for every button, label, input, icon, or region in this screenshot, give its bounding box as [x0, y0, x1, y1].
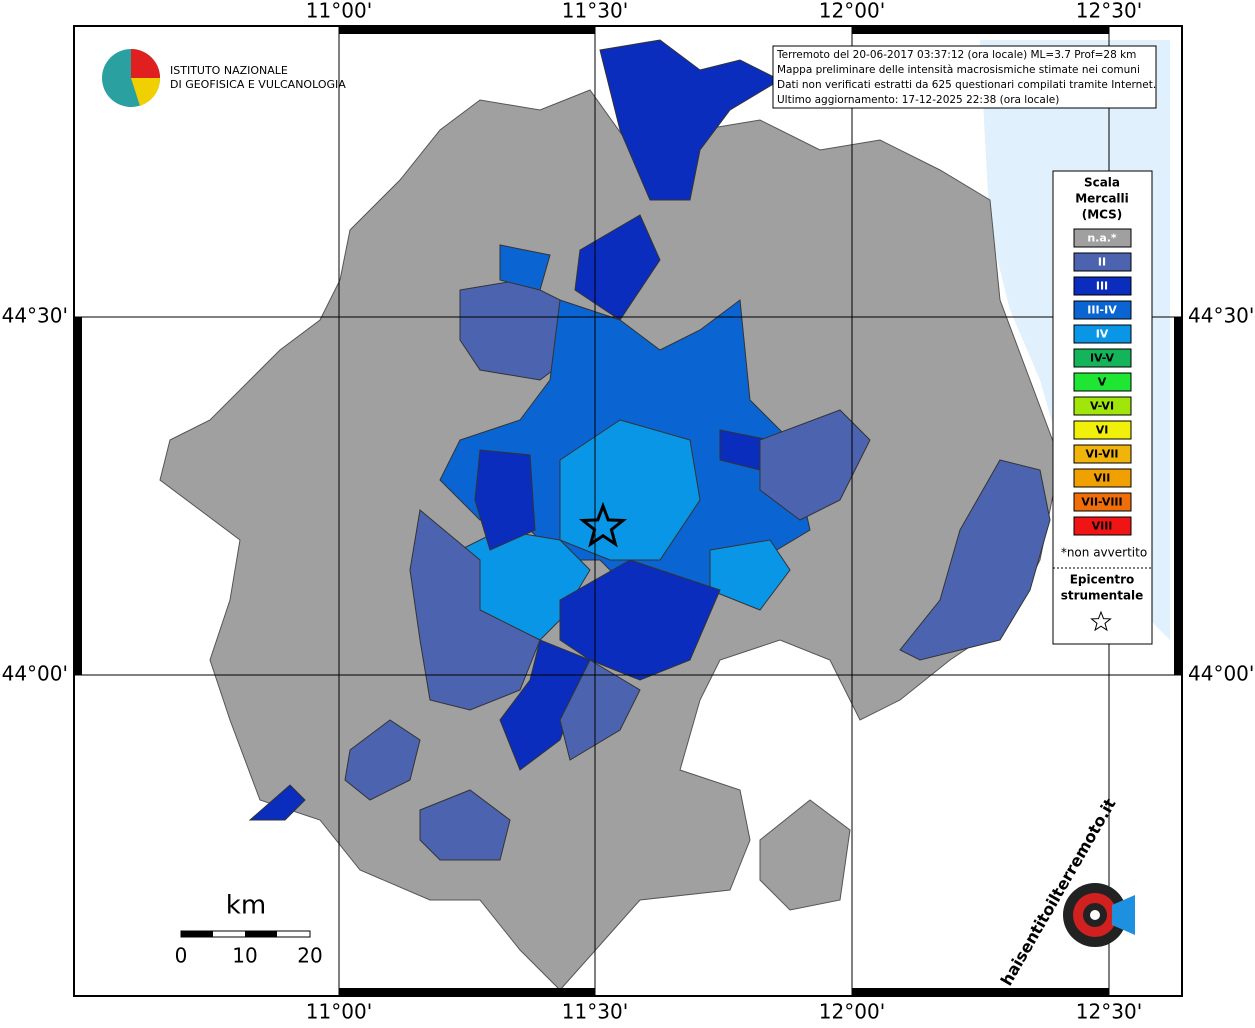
scale-tick: 20 [297, 944, 322, 968]
legend-swatch [1073, 252, 1132, 272]
lon-label: 11°30' [562, 0, 628, 23]
info-line: Ultimo aggiornamento: 17-12-2025 22:38 (… [777, 94, 1059, 106]
scale-unit: km [226, 891, 266, 921]
region-iii [474, 449, 536, 551]
region-ii [409, 509, 541, 711]
scale-tick: 0 [175, 944, 188, 968]
legend-title: Scala [1084, 176, 1120, 190]
legend-swatch [1073, 300, 1132, 320]
legend-swatch [1073, 444, 1132, 464]
legend-label: V [1098, 376, 1107, 389]
legend-label: VIII [1092, 520, 1113, 533]
legend-title: (MCS) [1082, 208, 1123, 222]
legend-swatch [1073, 516, 1132, 536]
legend-label: n.a.* [1087, 232, 1117, 245]
legend-swatch [1073, 348, 1132, 368]
lat-label: 44°30' [1188, 304, 1254, 328]
epicenter [578, 501, 628, 548]
region-iii [574, 214, 661, 321]
legend-label: VI [1096, 424, 1109, 437]
scale-bar: km 0 10 20 [175, 891, 323, 968]
legend-swatch [1073, 492, 1132, 512]
legend-epicenter: strumentale [1061, 589, 1144, 603]
legend-swatch [1073, 420, 1132, 440]
legend-label: VII [1094, 472, 1111, 485]
ingv-logo: ISTITUTO NAZIONALE DI GEOFISICA E VULCAN… [102, 49, 346, 107]
region-iii [559, 559, 721, 681]
region-iii-iv [499, 244, 551, 291]
region-ii [344, 719, 421, 801]
legend-swatch [1073, 372, 1132, 392]
info-box [772, 45, 1157, 109]
legend-swatch [1073, 228, 1132, 248]
legend-epicenter: Epicentro [1070, 573, 1135, 587]
legend-label: VII-VIII [1081, 496, 1122, 509]
legend-swatch [1073, 324, 1132, 344]
legend-label: IV [1096, 328, 1109, 341]
institute-name: ISTITUTO NAZIONALE [170, 64, 288, 77]
lon-label: 12°00' [819, 0, 885, 23]
frame-ticks [74, 26, 1182, 996]
legend-label: V-VI [1090, 400, 1114, 413]
lat-label: 44°30' [2, 304, 68, 328]
legend-label: VI-VII [1085, 448, 1118, 461]
lon-label: 12°30' [1076, 0, 1142, 23]
region-ii [899, 459, 1051, 661]
legend-label: IV-V [1090, 352, 1115, 365]
lon-label: 12°30' [1076, 1000, 1142, 1024]
info-line: Mappa preliminare delle intensità macros… [777, 64, 1140, 76]
lon-label: 11°30' [562, 1000, 628, 1024]
lon-label: 11°00' [306, 1000, 372, 1024]
legend-label: III [1096, 280, 1108, 293]
lat-label: 44°00' [2, 662, 68, 686]
region-ii [759, 409, 871, 521]
region-iv [709, 539, 791, 611]
legend-swatch [1073, 468, 1132, 488]
info-line: Dati non verificati estratti da 625 ques… [777, 79, 1156, 91]
lat-label: 44°00' [1188, 662, 1254, 686]
legend-note: *non avvertito [1061, 546, 1147, 560]
legend-swatch [1073, 396, 1132, 416]
legend-label: III-IV [1087, 304, 1117, 317]
region-iii [599, 39, 782, 201]
legend-swatch [1073, 276, 1132, 296]
legend-label: II [1098, 256, 1106, 269]
region-ii [419, 789, 511, 861]
institute-name: DI GEOFISICA E VULCANOLOGIA [170, 78, 346, 91]
scale-tick: 10 [232, 944, 257, 968]
legend-star [1090, 610, 1112, 632]
lon-label: 11°00' [306, 0, 372, 23]
region-gray [759, 799, 851, 911]
lon-label: 12°00' [819, 1000, 885, 1024]
legend-title: Mercalli [1075, 192, 1129, 206]
region-iii [248, 784, 306, 821]
info-line: Terremoto del 20-06-2017 03:37:12 (ora l… [776, 49, 1136, 61]
